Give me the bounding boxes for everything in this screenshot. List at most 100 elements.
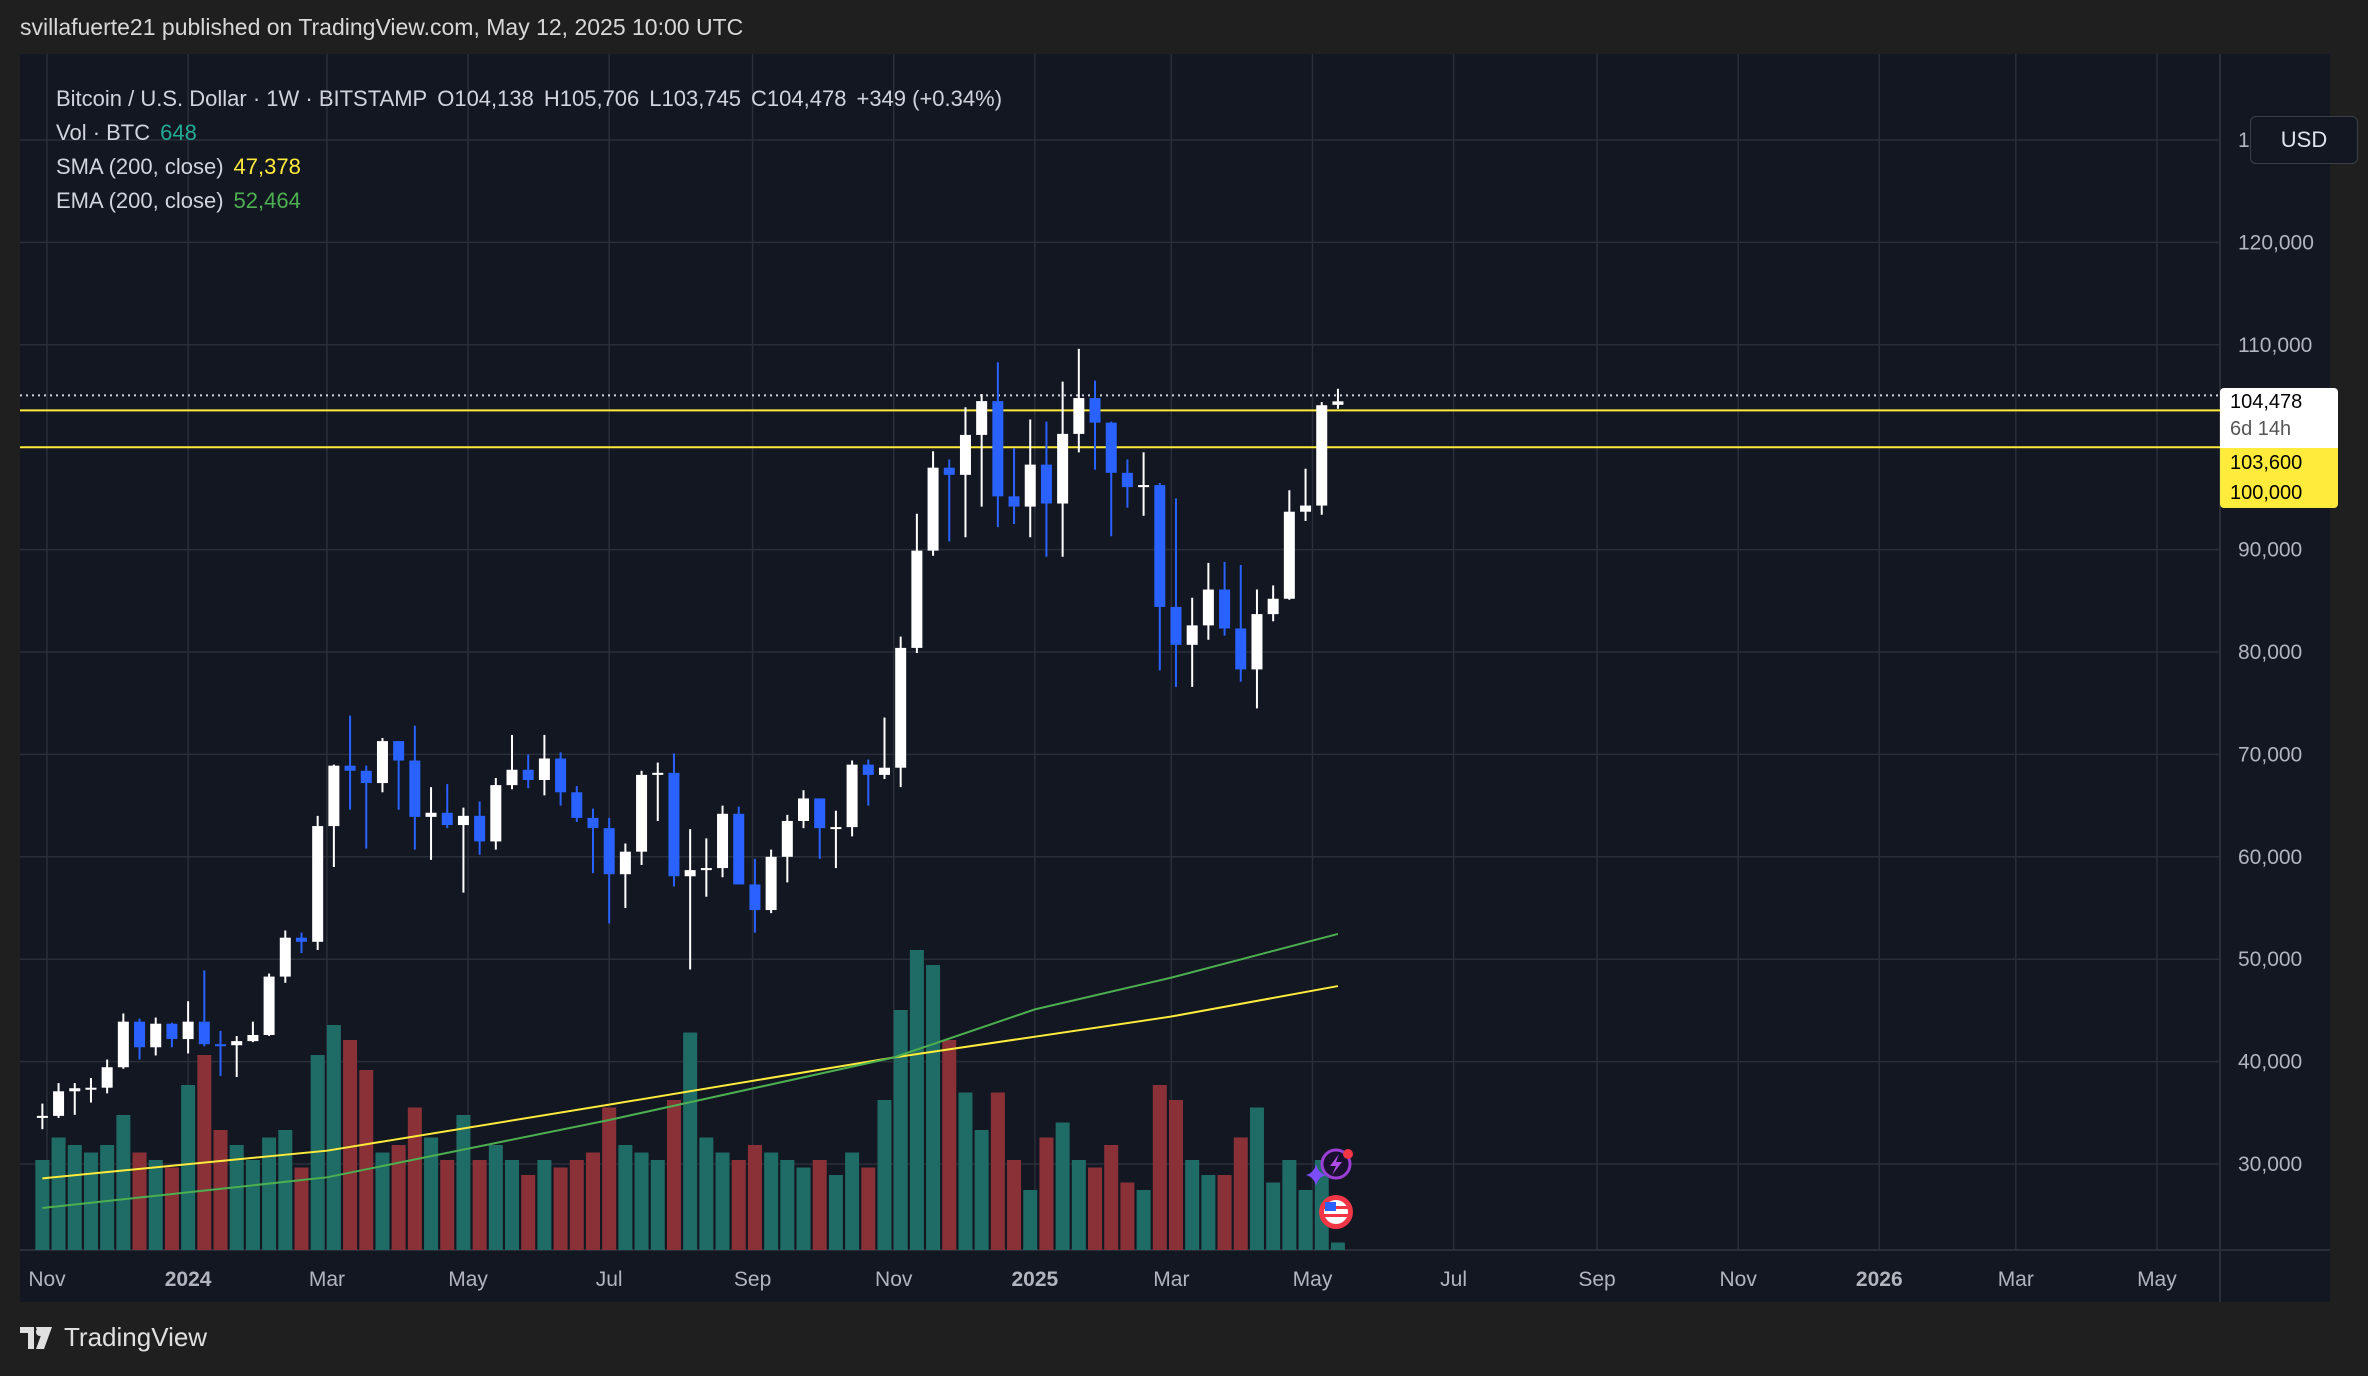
candle-body[interactable] (733, 813, 745, 885)
candle-body[interactable] (1332, 401, 1344, 405)
candle-body[interactable] (700, 868, 712, 871)
price-chart-svg[interactable]: 30,000 40,000 50,000 60,000 70,000 80,000 90,0… (20, 54, 2348, 1302)
volume-bar (1185, 1160, 1200, 1250)
candle-body[interactable] (247, 1034, 259, 1042)
currency-button[interactable]: USD (2250, 116, 2358, 164)
candle-body[interactable] (636, 774, 648, 852)
time-tick-label: 2026 (1856, 1268, 1903, 1291)
candle-body[interactable] (150, 1023, 162, 1048)
symbol-title[interactable]: Bitcoin / U.S. Dollar · 1W · BITSTAMP (56, 86, 428, 111)
candle-body[interactable] (69, 1088, 81, 1092)
candle-body[interactable] (101, 1067, 113, 1088)
candle-body[interactable] (198, 1021, 210, 1045)
volume-bar (440, 1160, 455, 1250)
candle-body[interactable] (1073, 398, 1085, 434)
candle-body[interactable] (587, 817, 599, 829)
price-axis[interactable] (2220, 54, 2348, 1302)
us-flag-icon[interactable] (1319, 1195, 1353, 1229)
volume-bar (553, 1167, 568, 1250)
candle-body[interactable] (134, 1021, 146, 1048)
candle-body[interactable] (182, 1021, 194, 1040)
candle-body[interactable] (814, 798, 826, 829)
candle-body[interactable] (85, 1087, 97, 1090)
candle-body[interactable] (781, 820, 793, 857)
candle-body[interactable] (943, 467, 955, 475)
candle-body[interactable] (1154, 485, 1166, 607)
candle-body[interactable] (263, 976, 275, 1035)
candle-body[interactable] (441, 812, 453, 826)
volume-bar (585, 1152, 600, 1250)
chart-event-icons[interactable] (1302, 1148, 1362, 1248)
candle-body[interactable] (959, 434, 971, 475)
candle-body[interactable] (360, 770, 372, 784)
candle-body[interactable] (1202, 589, 1214, 626)
candle-body[interactable] (619, 851, 631, 875)
candle-body[interactable] (231, 1041, 243, 1046)
candle-body[interactable] (1267, 598, 1279, 615)
candle-body[interactable] (684, 870, 696, 877)
candle-body[interactable] (1057, 433, 1069, 504)
candle-body[interactable] (295, 937, 307, 942)
volume-bar (407, 1107, 422, 1250)
candle-body[interactable] (1235, 628, 1247, 670)
candle-body[interactable] (328, 765, 340, 827)
candle-body[interactable] (717, 813, 729, 869)
candle-body[interactable] (1316, 405, 1328, 506)
candle-body[interactable] (652, 772, 664, 775)
price-tick-label: 80,000 (2238, 641, 2302, 664)
candle-body[interactable] (1040, 464, 1052, 504)
candle-body[interactable] (911, 550, 923, 648)
candle-body[interactable] (555, 758, 567, 793)
candle-body[interactable] (117, 1021, 129, 1068)
candle-body[interactable] (522, 769, 534, 780)
candle-body[interactable] (878, 767, 890, 775)
candle-body[interactable] (846, 764, 858, 828)
chart-panel[interactable]: 30,000 40,000 50,000 60,000 70,000 80,000 90,0… (20, 54, 2358, 1302)
candle-body[interactable] (992, 401, 1004, 497)
candle-body[interactable] (862, 764, 874, 775)
candle-body[interactable] (538, 758, 550, 780)
candle-body[interactable] (1283, 511, 1295, 599)
candle-body[interactable] (798, 798, 810, 821)
candle-body[interactable] (490, 785, 502, 842)
candle-body[interactable] (409, 760, 421, 817)
candle-body[interactable] (312, 826, 324, 942)
candle-body[interactable] (765, 856, 777, 911)
candle-body[interactable] (1251, 614, 1263, 670)
candle-body[interactable] (927, 467, 939, 551)
candle-body[interactable] (279, 937, 291, 977)
candle-body[interactable] (1186, 625, 1198, 645)
candle-body[interactable] (474, 815, 486, 842)
candle-body[interactable] (36, 1115, 48, 1118)
candle-body[interactable] (1008, 496, 1020, 507)
candle-body[interactable] (749, 884, 761, 911)
lightning-event-icon[interactable] (1320, 1148, 1353, 1180)
candle-body[interactable] (376, 741, 388, 784)
candle-body[interactable] (393, 741, 405, 761)
candle-body[interactable] (425, 812, 437, 817)
candle-body[interactable] (1024, 464, 1036, 507)
candle-body[interactable] (668, 772, 680, 877)
footer-brand[interactable]: TradingView (20, 1322, 207, 1353)
candle-body[interactable] (830, 827, 842, 830)
candle-body[interactable] (603, 828, 615, 875)
candle-body[interactable] (1121, 472, 1133, 488)
candle-body[interactable] (457, 815, 469, 826)
volume-label[interactable]: Vol · BTC (56, 120, 151, 145)
candle-body[interactable] (1170, 606, 1182, 645)
candle-body[interactable] (1219, 589, 1231, 629)
candle-body[interactable] (53, 1091, 65, 1116)
candle-body[interactable] (976, 401, 988, 435)
candle-body[interactable] (166, 1023, 178, 1040)
candle-body[interactable] (1300, 505, 1312, 512)
candle-body[interactable] (571, 792, 583, 818)
candle-body[interactable] (1089, 398, 1101, 423)
candle-body[interactable] (344, 765, 356, 771)
candle-body[interactable] (215, 1044, 227, 1047)
candle-body[interactable] (506, 769, 518, 786)
candle-body[interactable] (1138, 485, 1150, 488)
ema-label[interactable]: EMA (200, close) (56, 188, 224, 213)
candle-body[interactable] (1105, 422, 1117, 473)
sma-label[interactable]: SMA (200, close) (56, 154, 224, 179)
candle-body[interactable] (895, 647, 907, 768)
